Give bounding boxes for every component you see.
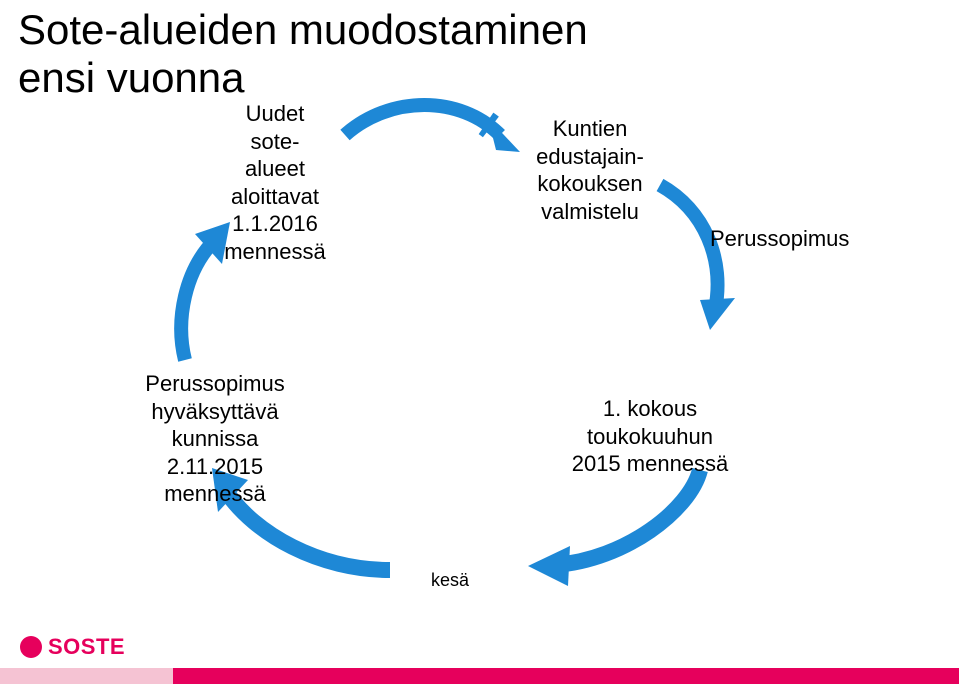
node-top-left: Uudet sote- alueet aloittavat 1.1.2016 m…: [210, 100, 340, 265]
node-bottom-left: Perussopimus hyväksyttävä kunnissa 2.11.…: [125, 370, 305, 508]
node-bottom-right: 1. kokous toukokuuhun 2015 mennessä: [555, 395, 745, 478]
node-right: Perussopimus: [710, 225, 910, 253]
logo-circle-icon: [20, 636, 42, 658]
arrow-top: [345, 105, 520, 152]
footer-segment-2: [173, 668, 959, 684]
node-top-right: Kuntien edustajain- kokouksen valmistelu: [510, 115, 670, 225]
arrow-bottom-right: [528, 470, 700, 586]
node-bottom-center: kesä: [420, 570, 480, 591]
footer-bar: [0, 668, 959, 684]
brand-logo: SOSTE: [20, 634, 125, 660]
footer-segment-1: [0, 668, 173, 684]
page-title: Sote-alueiden muodostaminen ensi vuonna: [18, 6, 588, 103]
arrow-right: [660, 185, 735, 330]
logo-text: SOSTE: [48, 634, 125, 660]
